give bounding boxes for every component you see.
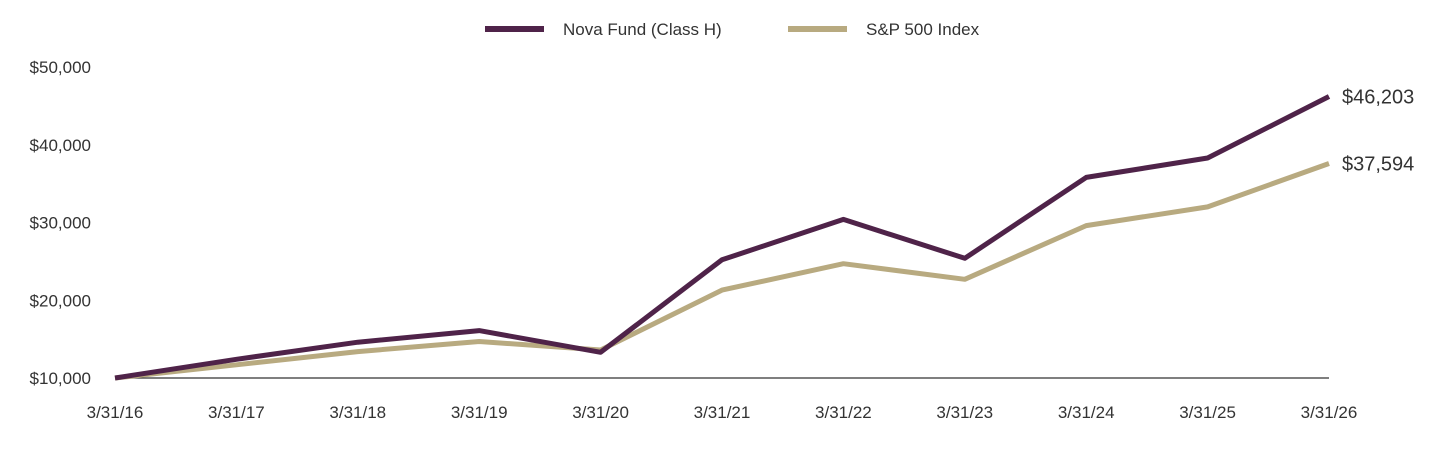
legend-label: S&P 500 Index	[866, 20, 980, 39]
x-tick-label: 3/31/21	[694, 403, 751, 422]
x-tick-label: 3/31/18	[329, 403, 386, 422]
x-tick-label: 3/31/20	[572, 403, 629, 422]
series-line-s-p-500-index	[115, 164, 1329, 379]
y-tick-label: $40,000	[30, 136, 91, 155]
x-tick-label: 3/31/19	[451, 403, 508, 422]
end-labels: $46,203 $37,594	[1342, 87, 1414, 176]
x-tick-label: 3/31/26	[1301, 403, 1358, 422]
legend-label: Nova Fund (Class H)	[563, 20, 722, 39]
x-tick-label: 3/31/22	[815, 403, 872, 422]
y-tick-label: $10,000	[30, 369, 91, 388]
end-value-label-s-p-500-index: $37,594	[1342, 153, 1414, 175]
legend: Nova Fund (Class H) S&P 500 Index	[485, 20, 980, 39]
legend-item-nova-fund-class-h: Nova Fund (Class H)	[485, 20, 722, 39]
x-tick-label: 3/31/24	[1058, 403, 1115, 422]
series-lines	[115, 96, 1329, 378]
legend-item-s-p-500-index: S&P 500 Index	[788, 20, 980, 39]
series-line-nova-fund-class-h	[115, 97, 1329, 379]
y-tick-label: $50,000	[30, 58, 91, 77]
x-tick-label: 3/31/16	[87, 403, 144, 422]
y-tick-label: $30,000	[30, 214, 91, 233]
y-tick-label: $20,000	[30, 291, 91, 310]
x-tick-label: 3/31/23	[936, 403, 993, 422]
x-tick-label: 3/31/25	[1179, 403, 1236, 422]
x-tick-label: 3/31/17	[208, 403, 265, 422]
end-value-label-nova-fund-class-h: $46,203	[1342, 87, 1414, 109]
